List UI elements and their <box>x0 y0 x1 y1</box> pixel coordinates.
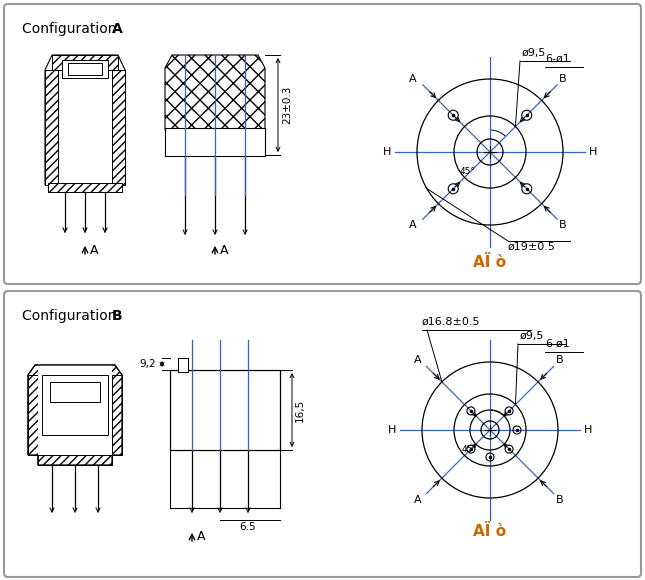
Text: 23±0.3: 23±0.3 <box>282 86 292 124</box>
Bar <box>68 63 102 75</box>
Polygon shape <box>28 375 38 455</box>
Text: A: A <box>409 74 417 84</box>
Bar <box>48 183 122 192</box>
Bar <box>170 370 280 450</box>
Text: ø16.8±0.5: ø16.8±0.5 <box>422 317 481 327</box>
Text: A: A <box>413 356 421 365</box>
Text: 9,2: 9,2 <box>139 359 156 369</box>
Text: ø19±0.5: ø19±0.5 <box>508 242 556 252</box>
Bar <box>62 60 108 78</box>
Text: 6-ø1: 6-ø1 <box>545 339 570 349</box>
Bar <box>50 382 100 402</box>
Text: A: A <box>112 22 123 36</box>
Text: 6.5: 6.5 <box>240 522 256 532</box>
Text: 45°: 45° <box>460 168 476 176</box>
Text: B: B <box>559 220 567 230</box>
Text: B: B <box>556 356 564 365</box>
Polygon shape <box>38 455 112 465</box>
Polygon shape <box>45 55 125 185</box>
Polygon shape <box>112 70 125 185</box>
Text: H: H <box>382 147 391 157</box>
Text: H: H <box>388 425 396 435</box>
Polygon shape <box>45 70 58 185</box>
FancyBboxPatch shape <box>4 4 641 284</box>
Text: 6-ø1: 6-ø1 <box>545 54 570 64</box>
Polygon shape <box>52 55 118 70</box>
Bar <box>38 365 112 455</box>
Text: B: B <box>112 309 123 323</box>
Text: AÏ ò: AÏ ò <box>473 255 506 270</box>
Polygon shape <box>112 375 122 455</box>
Polygon shape <box>28 365 122 465</box>
Text: H: H <box>589 147 597 157</box>
Text: A: A <box>409 220 417 230</box>
Text: A: A <box>90 244 99 256</box>
FancyBboxPatch shape <box>4 291 641 577</box>
Text: AÏ ò: AÏ ò <box>473 524 506 539</box>
Text: ø9,5: ø9,5 <box>522 48 546 58</box>
Bar <box>42 375 108 435</box>
Text: Configuration: Configuration <box>22 22 121 36</box>
Text: ø9,5: ø9,5 <box>520 331 544 341</box>
Bar <box>165 128 265 156</box>
Text: 45°: 45° <box>462 445 478 455</box>
Bar <box>178 358 188 372</box>
Polygon shape <box>165 55 265 130</box>
Text: B: B <box>556 495 564 505</box>
Text: B: B <box>559 74 567 84</box>
Text: Configuration: Configuration <box>22 309 121 323</box>
Text: 16,5: 16,5 <box>295 398 305 422</box>
Text: A: A <box>197 531 206 543</box>
Text: A: A <box>413 495 421 505</box>
Text: A: A <box>220 244 228 256</box>
Text: H: H <box>584 425 592 435</box>
